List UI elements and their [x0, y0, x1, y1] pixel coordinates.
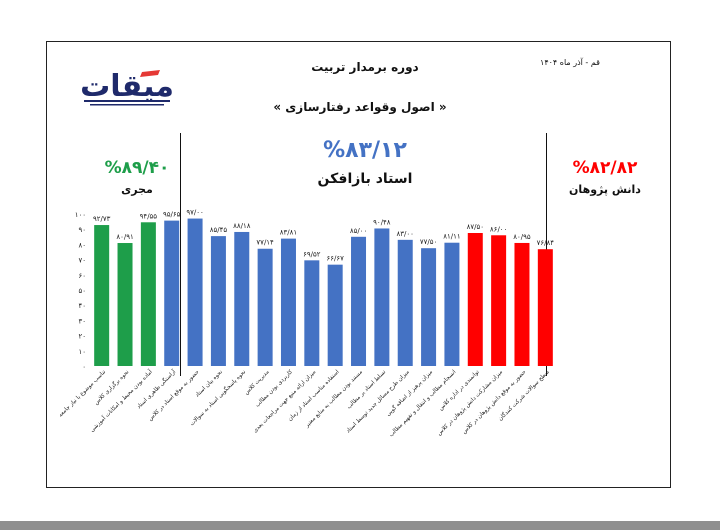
- group-name-executor: مجری: [121, 183, 153, 196]
- group-divider-left: [180, 133, 181, 376]
- bar-value-label: ۸۶/۰۰: [490, 225, 507, 233]
- y-tick-label: ۹۰: [78, 226, 86, 234]
- subject-title: « اصول وقواعد رفتارسازی »: [273, 100, 447, 114]
- bar-value-label: ۸۸/۱۸: [233, 222, 251, 230]
- course-title: دوره برمدار تربیت: [311, 60, 419, 74]
- svg-text:میقات: میقات: [80, 69, 174, 104]
- bar: [444, 242, 460, 366]
- bar-value-label: ۹۰/۴۸: [373, 218, 391, 226]
- y-tick-label: ۰: [82, 363, 86, 371]
- group-name-lecturer: استاد بازافکن: [317, 171, 413, 187]
- group-score-executor: %۸۹/۴۰: [104, 158, 170, 178]
- bar: [210, 236, 226, 366]
- group-score-students: %۸۲/۸۲: [572, 158, 638, 178]
- bar: [117, 243, 133, 366]
- bar: [187, 218, 203, 366]
- bar-value-label: ۹۷/۰۰: [186, 209, 203, 217]
- bar-value-label: ۸۵/۰۰: [350, 227, 367, 235]
- bar: [94, 225, 110, 366]
- bar: [304, 260, 320, 366]
- category-label: آراستگی ظاهری استاد: [135, 367, 178, 410]
- y-tick-label: ۵۰: [78, 287, 86, 295]
- bar-value-label: ۸۳/۰۰: [397, 230, 414, 238]
- bar: [421, 248, 437, 366]
- group-name-students: دانش پژوهان: [569, 183, 641, 196]
- bar: [467, 233, 483, 366]
- category-label: تناسب موضوع با نیاز جامعه: [58, 369, 108, 419]
- bar-value-label: ۸۳/۸۱: [280, 229, 297, 237]
- bar-value-label: ۷۷/۵۰: [420, 238, 437, 246]
- category-label: میزان پرهیز از اضافه گویی: [384, 368, 434, 418]
- bar-value-label: ۸۵/۴۵: [210, 226, 228, 234]
- group-score-lecturer: %۸۳/۱۲: [323, 138, 407, 163]
- y-tick-label: ۸۰: [78, 241, 86, 249]
- bar: [257, 248, 273, 366]
- y-tick-label: ۴۰: [78, 302, 86, 310]
- y-tick-label: ۱۰۰: [75, 211, 86, 219]
- bar: [327, 264, 343, 366]
- bar-value-label: ۸۰/۹۵: [513, 233, 531, 241]
- bar-value-label: ۷۷/۱۴: [256, 239, 274, 247]
- category-label: تسلط استاد بر مطالب: [346, 369, 388, 411]
- bar-value-label: ۸۱/۱۱: [443, 233, 460, 241]
- y-tick-label: ۳۰: [78, 317, 86, 325]
- bar-value-label: ۹۲/۷۳: [93, 215, 111, 223]
- y-tick-label: ۱۰: [78, 348, 86, 356]
- y-tick-label: ۷۰: [78, 257, 86, 265]
- bar-value-label: ۸۷/۵۰: [467, 223, 484, 231]
- y-tick-label: ۲۰: [78, 333, 86, 341]
- bar-value-label: ۶۹/۵۲: [303, 250, 321, 258]
- place-date: قم - آذر ماه ۱۴۰۴: [540, 58, 600, 67]
- bar: [397, 239, 413, 366]
- bar-value-label: ۹۴/۵۵: [140, 212, 158, 220]
- bar: [537, 249, 553, 366]
- bar: [280, 238, 296, 366]
- bar-value-label: ۸۰/۹۱: [116, 233, 133, 241]
- bar-value-label: ۹۵/۶۵: [163, 211, 181, 219]
- meeghat-logo: میقات: [80, 69, 174, 106]
- bar: [351, 236, 367, 366]
- bar: [140, 222, 156, 366]
- bar-value-label: ۷۶/۸۴: [537, 239, 555, 247]
- bar: [164, 220, 180, 366]
- bar: [491, 235, 507, 366]
- bottom-strip: [0, 521, 720, 530]
- y-tick-label: ۶۰: [78, 272, 86, 280]
- bar: [514, 242, 530, 366]
- category-label: توانمندی در اداره کلاس: [437, 368, 481, 412]
- bar: [374, 228, 390, 366]
- bar-value-label: ۶۶/۶۷: [326, 255, 344, 263]
- bar: [234, 231, 250, 366]
